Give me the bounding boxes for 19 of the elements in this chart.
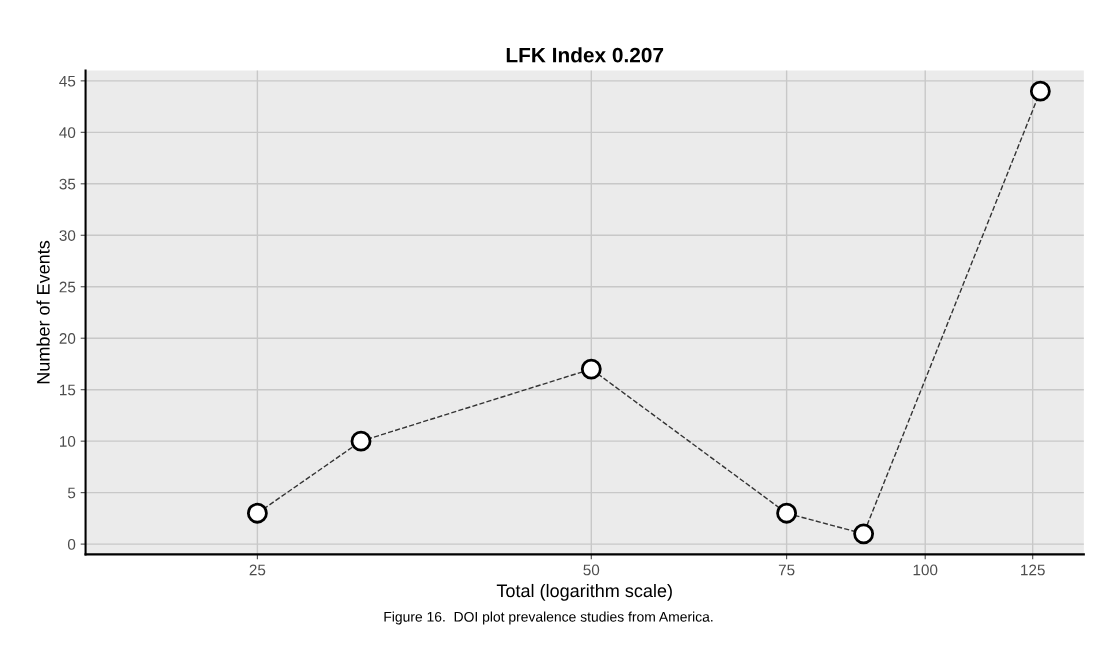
y-tick-label: 20 xyxy=(59,333,76,344)
caption: Figure 16. DOI plot prevalence studies from America. xyxy=(384,611,713,625)
y-tick-label: 25 xyxy=(59,281,76,293)
x-tick-label: 125 xyxy=(1021,564,1045,576)
x-tick-label: 50 xyxy=(583,564,600,576)
chart-title: LFK Index 0.207 xyxy=(506,47,664,63)
x-tick-label: 25 xyxy=(249,564,266,576)
x-axis-title: Total (logarithm scale) xyxy=(496,583,672,601)
y-tick-label: 35 xyxy=(59,178,76,190)
y-tick-label: 30 xyxy=(59,230,76,241)
y-tick-label: 0 xyxy=(67,538,76,550)
y-tick-label: 5 xyxy=(67,487,76,499)
y-tick-label: 15 xyxy=(60,384,76,396)
y-tick-label: 10 xyxy=(60,436,76,447)
y-tick-label: 40 xyxy=(59,127,76,139)
y-axis-title: Number of Events xyxy=(36,240,50,384)
x-tick-label: 75 xyxy=(778,564,795,576)
y-tick-label: 45 xyxy=(59,75,76,87)
x-tick-label: 100 xyxy=(913,564,938,576)
